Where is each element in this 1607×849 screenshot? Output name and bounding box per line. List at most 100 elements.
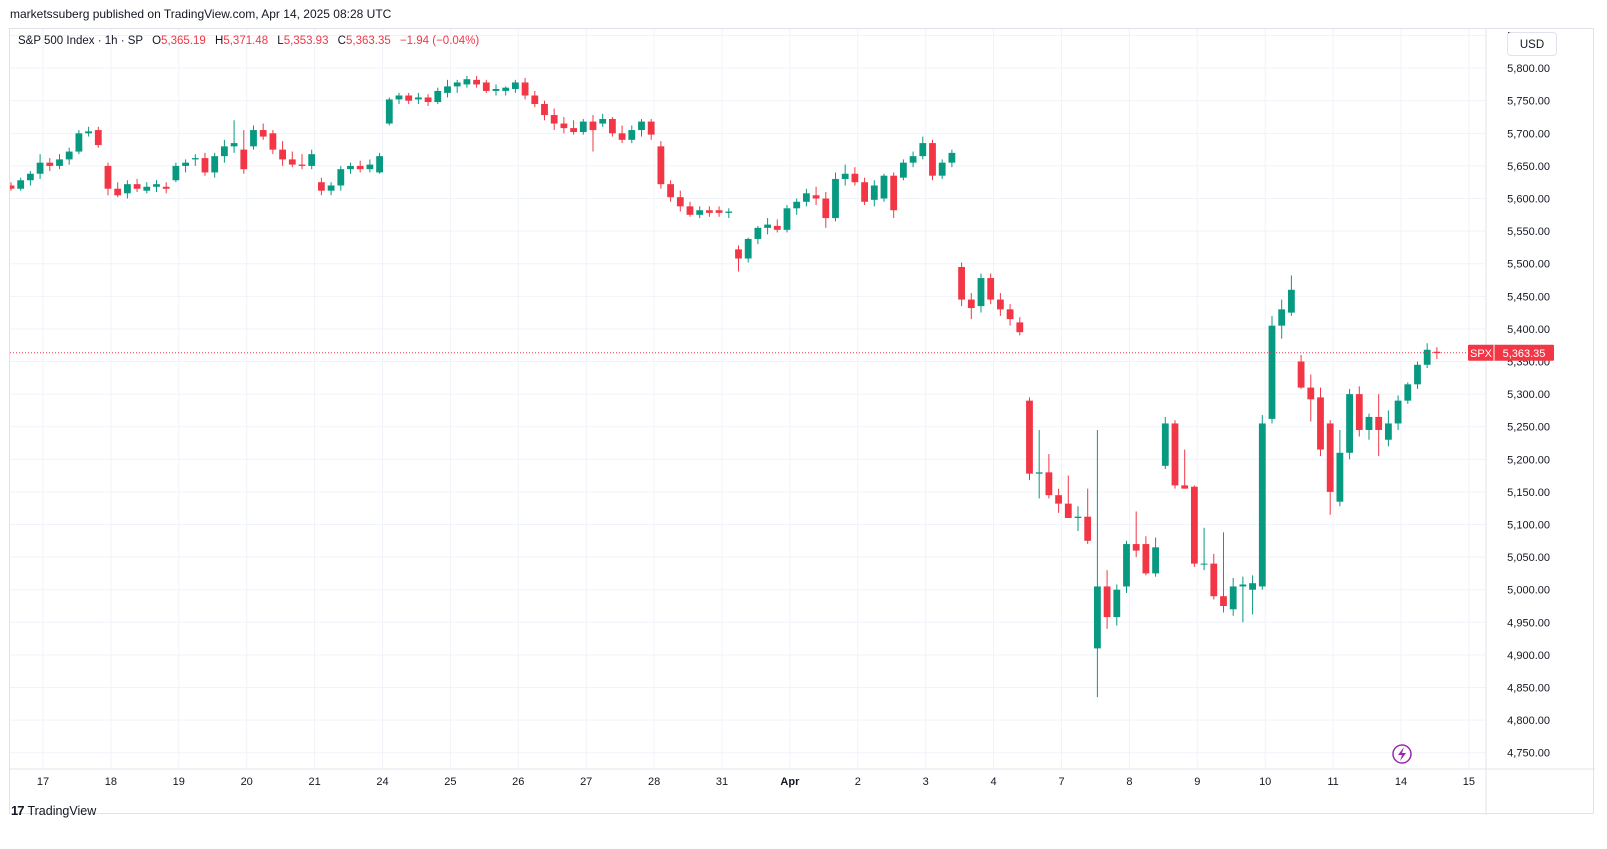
candle xyxy=(1171,420,1179,489)
candle xyxy=(647,118,655,140)
candle xyxy=(1200,527,1208,571)
candle xyxy=(1026,397,1033,481)
candle xyxy=(531,90,539,108)
open-label: O xyxy=(152,35,162,47)
candle xyxy=(220,139,228,163)
candle xyxy=(1423,343,1431,369)
candle xyxy=(395,92,403,104)
candlestick-chart[interactable]: 4,750.00 4,800.00 4,850.00 4,900.00 4,950.00… xyxy=(10,29,1595,815)
candle xyxy=(1181,449,1189,489)
lightning-icon[interactable] xyxy=(1392,744,1412,764)
candle xyxy=(589,115,597,152)
candle xyxy=(1093,429,1101,698)
candle xyxy=(1210,553,1218,600)
candle xyxy=(967,293,975,320)
close-value: 5,363.35 xyxy=(345,35,391,47)
x-tick-label: 4 xyxy=(991,776,997,788)
candle xyxy=(56,154,63,170)
candle xyxy=(104,162,112,196)
candle xyxy=(550,108,558,131)
candle xyxy=(628,125,636,144)
candle xyxy=(996,293,1004,316)
candle xyxy=(1249,575,1256,615)
candle xyxy=(705,206,713,217)
close-label: C xyxy=(337,35,346,47)
candle xyxy=(502,86,510,96)
y-tick-label: 5,100.00 xyxy=(1507,520,1550,532)
candle xyxy=(317,177,325,196)
x-tick-label: 18 xyxy=(105,776,117,788)
chart-area[interactable]: 4,750.00 4,800.00 4,850.00 4,900.00 4,950.00… xyxy=(9,28,1595,815)
candle xyxy=(890,172,898,219)
candle xyxy=(511,79,519,93)
candle xyxy=(1384,410,1392,447)
candle xyxy=(1375,394,1383,457)
y-tick-label: 5,300.00 xyxy=(1507,389,1550,401)
candle xyxy=(579,118,587,135)
candle xyxy=(269,130,277,155)
currency-button[interactable]: USD xyxy=(1507,32,1557,56)
candle xyxy=(482,79,490,93)
y-tick-label: 5,550.00 xyxy=(1507,226,1550,238)
candle xyxy=(347,162,354,174)
candle xyxy=(259,123,267,140)
y-tick-label: 4,750.00 xyxy=(1507,748,1550,760)
candle xyxy=(1278,299,1286,339)
symbol-name[interactable]: S&P 500 Index · 1h · SP xyxy=(18,35,143,47)
candle xyxy=(919,136,927,160)
symbol-legend: S&P 500 Index · 1h · SP O5,365.19 H5,371… xyxy=(18,35,479,47)
y-tick-label: 5,600.00 xyxy=(1507,194,1550,206)
x-tick-label: 14 xyxy=(1395,776,1407,788)
candle xyxy=(851,167,859,186)
candle xyxy=(1346,388,1353,460)
candle xyxy=(327,182,335,196)
last-price-tag: SPX 5,363.35 xyxy=(1468,344,1554,361)
x-tick-label: 3 xyxy=(923,776,929,788)
candle xyxy=(1433,347,1441,359)
y-tick-label: 5,250.00 xyxy=(1507,422,1550,434)
candle xyxy=(725,208,733,219)
candle xyxy=(618,125,626,144)
price-tag-value: 5,363.35 xyxy=(1503,348,1546,360)
open-value: 5,365.19 xyxy=(161,35,206,47)
candle xyxy=(1190,485,1198,567)
candle xyxy=(1161,416,1169,470)
brand-name: TradingView xyxy=(27,803,97,818)
candle xyxy=(201,152,209,176)
candle xyxy=(463,75,471,88)
candle xyxy=(366,159,374,173)
candle xyxy=(657,141,665,189)
candle xyxy=(744,237,752,263)
y-tick-label: 5,450.00 xyxy=(1507,291,1550,303)
candle xyxy=(686,201,694,217)
candle xyxy=(182,159,189,173)
candle xyxy=(279,141,286,166)
candle xyxy=(337,165,345,191)
candle xyxy=(424,94,432,106)
candle xyxy=(870,180,878,207)
y-tick-label: 5,050.00 xyxy=(1507,552,1550,564)
x-tick-label: 2 xyxy=(855,776,861,788)
low-value: 5,353.93 xyxy=(283,35,329,47)
candle xyxy=(143,182,151,194)
x-tick-label: 19 xyxy=(173,776,185,788)
candle xyxy=(1055,488,1062,513)
candle xyxy=(376,152,383,174)
tradingview-brand[interactable]: 17 TradingView xyxy=(11,803,96,818)
candle xyxy=(1045,454,1053,499)
y-tick-label: 5,800.00 xyxy=(1507,63,1550,75)
candle xyxy=(638,118,645,137)
candle xyxy=(1035,429,1043,499)
candle xyxy=(1152,537,1159,577)
candle xyxy=(46,158,54,172)
candle xyxy=(802,188,810,207)
candle xyxy=(1404,382,1412,404)
candle xyxy=(938,159,946,179)
candle xyxy=(162,182,170,194)
candle xyxy=(1336,429,1344,507)
candle xyxy=(783,205,791,233)
candle xyxy=(812,186,820,206)
candle xyxy=(17,177,25,191)
candle xyxy=(1132,511,1140,558)
candle xyxy=(1103,570,1111,629)
